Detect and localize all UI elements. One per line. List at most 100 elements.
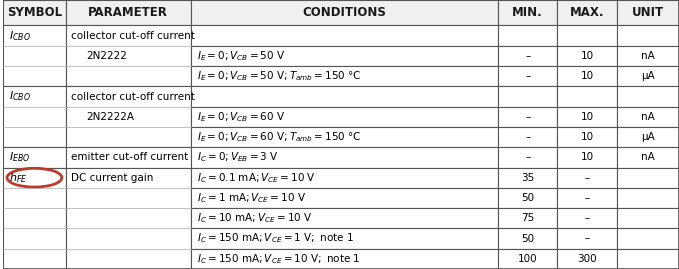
Text: 35: 35 (521, 173, 534, 183)
Text: $I_C = 150$ mA$; V_{CE} = 1$ V$;$ note 1: $I_C = 150$ mA$; V_{CE} = 1$ V$;$ note 1 (198, 232, 354, 245)
Bar (557, 249, 617, 269)
Bar (191, 86, 498, 107)
Text: nA: nA (641, 112, 655, 122)
Text: –: – (525, 112, 530, 122)
Text: μA: μA (641, 132, 655, 142)
Bar (65, 26, 191, 86)
Bar (498, 249, 557, 269)
Text: 50: 50 (521, 193, 534, 203)
Bar (3, 86, 65, 147)
Bar (191, 0, 498, 26)
Text: $I_E = 0; V_{CB} = 60$ V$; T_{amb} = 150$ °C: $I_E = 0; V_{CB} = 60$ V$; T_{amb} = 150… (198, 130, 362, 144)
Bar (498, 228, 557, 249)
Bar (617, 249, 679, 269)
Text: –: – (585, 233, 590, 243)
Text: 75: 75 (521, 213, 534, 223)
Text: PARAMETER: PARAMETER (88, 6, 168, 19)
Text: $I_E = 0; V_{CB} = 60$ V: $I_E = 0; V_{CB} = 60$ V (198, 110, 286, 124)
Text: 2N2222: 2N2222 (86, 51, 127, 61)
Text: 10: 10 (581, 71, 593, 81)
Text: nA: nA (641, 153, 655, 162)
Text: μA: μA (641, 71, 655, 81)
Bar (191, 228, 498, 249)
Text: –: – (525, 71, 530, 81)
Bar (498, 107, 557, 127)
Bar (498, 188, 557, 208)
Text: SYMBOL: SYMBOL (7, 6, 62, 19)
Bar (191, 249, 498, 269)
Text: –: – (585, 213, 590, 223)
Bar (617, 86, 679, 107)
Text: DC current gain: DC current gain (71, 173, 154, 183)
Bar (65, 147, 191, 168)
Text: CONDITIONS: CONDITIONS (302, 6, 386, 19)
Bar (617, 168, 679, 188)
Bar (557, 127, 617, 147)
Bar (617, 228, 679, 249)
Text: nA: nA (641, 51, 655, 61)
Bar (3, 147, 65, 168)
Text: $I_E = 0; V_{CB} = 50$ V$; T_{amb} = 150$ °C: $I_E = 0; V_{CB} = 50$ V$; T_{amb} = 150… (198, 69, 362, 83)
Text: $I_C = 0; V_{EB} = 3$ V: $I_C = 0; V_{EB} = 3$ V (198, 150, 279, 164)
Bar (191, 188, 498, 208)
Text: 10: 10 (581, 132, 593, 142)
Bar (617, 26, 679, 46)
Bar (617, 147, 679, 168)
Text: –: – (525, 132, 530, 142)
Bar (617, 66, 679, 86)
Bar (557, 208, 617, 228)
Bar (3, 168, 65, 269)
Bar (498, 127, 557, 147)
Text: $h_{FE}$: $h_{FE}$ (10, 171, 28, 185)
Bar (557, 147, 617, 168)
Bar (65, 86, 191, 147)
Bar (191, 26, 498, 46)
Text: emitter cut-off current: emitter cut-off current (71, 153, 189, 162)
Text: $I_C = 1$ mA$; V_{CE} = 10$ V: $I_C = 1$ mA$; V_{CE} = 10$ V (198, 191, 307, 205)
Bar (617, 188, 679, 208)
Bar (617, 208, 679, 228)
Text: 10: 10 (581, 153, 593, 162)
Bar (498, 86, 557, 107)
Bar (498, 0, 557, 26)
Text: $I_C = 150$ mA$; V_{CE} = 10$ V$;$ note 1: $I_C = 150$ mA$; V_{CE} = 10$ V$;$ note … (198, 252, 361, 266)
Bar (557, 26, 617, 46)
Bar (557, 228, 617, 249)
Text: –: – (585, 173, 590, 183)
Bar (498, 168, 557, 188)
Bar (498, 66, 557, 86)
Bar (617, 107, 679, 127)
Text: $I_C = 10$ mA$; V_{CE} = 10$ V: $I_C = 10$ mA$; V_{CE} = 10$ V (198, 211, 313, 225)
Text: 10: 10 (581, 51, 593, 61)
Bar (557, 188, 617, 208)
Text: –: – (525, 153, 530, 162)
Text: MAX.: MAX. (570, 6, 604, 19)
Text: $I_C = 0.1$ mA$; V_{CE} = 10$ V: $I_C = 0.1$ mA$; V_{CE} = 10$ V (198, 171, 316, 185)
Bar (617, 127, 679, 147)
Bar (498, 147, 557, 168)
Bar (3, 26, 65, 86)
Bar (557, 107, 617, 127)
Text: 100: 100 (518, 254, 538, 264)
Text: $I_{CBO}$: $I_{CBO}$ (10, 29, 31, 43)
Text: 2N2222A: 2N2222A (86, 112, 134, 122)
Bar (498, 26, 557, 46)
Bar (557, 0, 617, 26)
Text: 10: 10 (581, 112, 593, 122)
Bar (191, 46, 498, 66)
Text: UNIT: UNIT (632, 6, 664, 19)
Bar (191, 66, 498, 86)
Text: $I_{CBO}$: $I_{CBO}$ (10, 90, 31, 103)
Bar (191, 147, 498, 168)
Text: 300: 300 (577, 254, 597, 264)
Text: 50: 50 (521, 233, 534, 243)
Bar (65, 168, 191, 269)
Text: $I_{EBO}$: $I_{EBO}$ (10, 150, 31, 164)
Text: $I_E = 0; V_{CB} = 50$ V: $I_E = 0; V_{CB} = 50$ V (198, 49, 286, 63)
Bar (191, 168, 498, 188)
Bar (557, 86, 617, 107)
Bar (191, 208, 498, 228)
Bar (557, 46, 617, 66)
Bar (65, 0, 191, 26)
Text: –: – (585, 193, 590, 203)
